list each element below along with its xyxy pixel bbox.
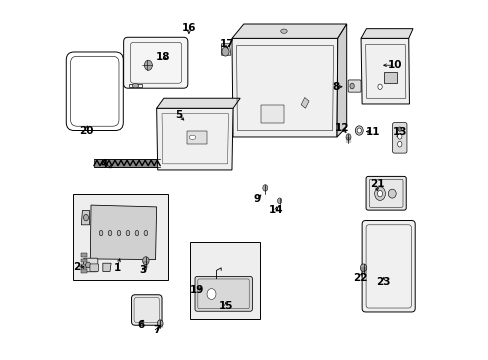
- Text: 5: 5: [175, 111, 183, 121]
- Text: 11: 11: [365, 127, 379, 136]
- Ellipse shape: [157, 320, 163, 327]
- Polygon shape: [231, 24, 346, 39]
- FancyBboxPatch shape: [392, 123, 406, 153]
- Text: 18: 18: [155, 52, 170, 62]
- FancyBboxPatch shape: [362, 221, 414, 312]
- Polygon shape: [156, 98, 240, 108]
- Ellipse shape: [189, 135, 195, 139]
- Ellipse shape: [377, 84, 382, 89]
- Ellipse shape: [262, 185, 267, 191]
- Ellipse shape: [355, 126, 363, 135]
- Text: 22: 22: [352, 273, 366, 283]
- Bar: [73, 194, 168, 280]
- Ellipse shape: [280, 29, 286, 33]
- Bar: [81, 264, 87, 268]
- Polygon shape: [156, 108, 233, 170]
- FancyBboxPatch shape: [347, 80, 360, 92]
- Ellipse shape: [397, 141, 401, 147]
- Ellipse shape: [277, 198, 281, 204]
- Polygon shape: [336, 24, 346, 137]
- Ellipse shape: [83, 215, 88, 221]
- Ellipse shape: [377, 190, 382, 197]
- Text: 16: 16: [182, 23, 196, 33]
- Text: 1: 1: [113, 263, 121, 273]
- Text: 3: 3: [140, 265, 147, 275]
- Bar: [190, 242, 260, 319]
- Polygon shape: [129, 84, 142, 87]
- Ellipse shape: [206, 289, 216, 300]
- Ellipse shape: [374, 187, 385, 201]
- Bar: [81, 253, 87, 257]
- FancyBboxPatch shape: [83, 258, 98, 272]
- Ellipse shape: [222, 47, 228, 56]
- Ellipse shape: [85, 262, 90, 268]
- Ellipse shape: [142, 257, 149, 265]
- Bar: [383, 72, 396, 83]
- Text: 2: 2: [73, 262, 80, 272]
- Text: 20: 20: [79, 126, 93, 135]
- Bar: [94, 159, 160, 167]
- FancyBboxPatch shape: [131, 295, 162, 325]
- Text: 4: 4: [100, 159, 107, 169]
- Ellipse shape: [144, 230, 147, 236]
- Polygon shape: [90, 205, 156, 260]
- Text: 9: 9: [253, 194, 260, 204]
- Text: 23: 23: [376, 277, 390, 287]
- Polygon shape: [360, 39, 408, 104]
- Ellipse shape: [135, 230, 139, 236]
- Ellipse shape: [346, 134, 350, 140]
- Ellipse shape: [144, 60, 152, 70]
- FancyBboxPatch shape: [366, 176, 406, 210]
- Ellipse shape: [349, 83, 353, 89]
- Polygon shape: [360, 29, 412, 39]
- Polygon shape: [231, 39, 337, 137]
- Polygon shape: [301, 98, 308, 108]
- Text: 17: 17: [220, 40, 234, 49]
- Text: 21: 21: [369, 179, 384, 189]
- Text: 8: 8: [332, 82, 339, 92]
- Text: 15: 15: [218, 301, 233, 311]
- Text: 6: 6: [137, 320, 144, 330]
- Text: 7: 7: [153, 325, 160, 335]
- Text: 19: 19: [189, 285, 204, 296]
- Ellipse shape: [126, 230, 129, 236]
- Bar: [81, 269, 87, 273]
- Ellipse shape: [387, 189, 395, 198]
- Ellipse shape: [356, 128, 361, 133]
- Text: 12: 12: [334, 123, 348, 133]
- Bar: [187, 131, 206, 144]
- Ellipse shape: [397, 127, 401, 131]
- Ellipse shape: [132, 84, 139, 88]
- Text: 14: 14: [268, 206, 283, 216]
- Bar: [81, 258, 87, 262]
- Ellipse shape: [397, 134, 401, 139]
- Ellipse shape: [360, 264, 366, 272]
- Polygon shape: [102, 263, 111, 271]
- Bar: [260, 105, 284, 123]
- Ellipse shape: [117, 230, 121, 236]
- Polygon shape: [81, 211, 89, 225]
- Polygon shape: [221, 44, 230, 55]
- FancyBboxPatch shape: [195, 276, 252, 311]
- Text: 13: 13: [392, 127, 407, 136]
- FancyBboxPatch shape: [90, 264, 99, 271]
- Ellipse shape: [99, 230, 102, 236]
- FancyBboxPatch shape: [123, 37, 187, 88]
- Ellipse shape: [108, 230, 112, 236]
- Text: 10: 10: [387, 60, 402, 70]
